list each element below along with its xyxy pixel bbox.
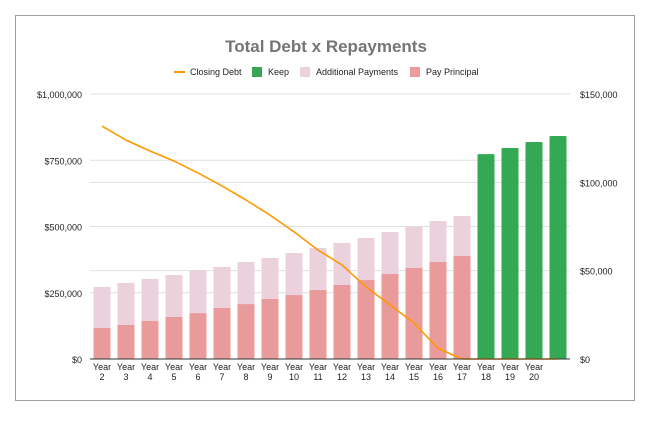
legend-swatch-2	[300, 67, 310, 77]
bar-additional-payments	[261, 257, 279, 299]
x-tick-label: Year 14	[381, 362, 399, 382]
bar-keep	[501, 148, 519, 359]
legend-label: Additional Payments	[316, 67, 399, 77]
legend-swatch-1	[252, 67, 262, 77]
bar-additional-payments	[93, 287, 111, 328]
bar-additional-payments	[165, 275, 183, 317]
bar-pay-principal	[381, 274, 399, 359]
x-tick-label: Year 12	[333, 362, 351, 382]
x-tick-label: Year 11	[309, 362, 327, 382]
bar-additional-payments	[453, 216, 471, 257]
right-tick-label: $50,000	[580, 267, 613, 277]
bar-pay-principal	[453, 256, 471, 359]
x-tick-label: Year 16	[429, 362, 447, 382]
bar-pay-principal	[429, 262, 447, 359]
x-tick-label: Year 7	[213, 362, 231, 382]
bar-additional-payments	[429, 221, 447, 263]
bar-pay-principal	[285, 295, 303, 359]
x-tick-label: Year 18	[477, 362, 495, 382]
chart-card	[15, 15, 635, 401]
x-tick-label: Year 13	[357, 362, 375, 382]
left-tick-label: $0	[72, 355, 82, 365]
bar-additional-payments	[333, 242, 351, 285]
x-tick-label: Year 19	[501, 362, 519, 382]
x-tick-label: Year 9	[261, 362, 279, 382]
left-tick-label: $1,000,000	[37, 90, 82, 100]
x-tick-label: Year 5	[165, 362, 183, 382]
x-tick-label: Year 15	[405, 362, 423, 382]
chart-title: Total Debt x Repayments	[225, 37, 427, 56]
bar-pay-principal	[309, 289, 327, 359]
bar-keep	[525, 142, 543, 359]
bar-additional-payments	[309, 248, 327, 290]
bar-pay-principal	[333, 284, 351, 359]
left-tick-label: $250,000	[44, 289, 82, 299]
bar-pay-principal	[357, 280, 375, 359]
bar-keep	[549, 136, 567, 359]
bar-pay-principal	[213, 307, 231, 359]
bar-pay-principal	[141, 321, 159, 359]
right-tick-label: $150,000	[580, 90, 618, 100]
bar-additional-payments	[213, 266, 231, 308]
bar-additional-payments	[405, 227, 423, 269]
legend-swatch-3	[410, 67, 420, 77]
bar-pay-principal	[405, 268, 423, 359]
left-tick-label: $500,000	[44, 223, 82, 233]
bar-additional-payments	[285, 253, 303, 296]
x-tick-label: Year 17	[453, 362, 471, 382]
x-tick-label: Year 20	[525, 362, 543, 382]
legend-label: Closing Debt	[190, 67, 242, 77]
bar-additional-payments	[237, 262, 255, 305]
bar-additional-payments	[381, 231, 399, 275]
bar-keep	[477, 154, 495, 359]
bar-additional-payments	[117, 283, 135, 325]
bar-pay-principal	[93, 327, 111, 359]
bar-pay-principal	[189, 313, 207, 359]
right-tick-label: $0	[580, 355, 590, 365]
bar-additional-payments	[357, 237, 375, 281]
x-tick-label: Year 10	[285, 362, 303, 382]
x-tick-label: Year 8	[237, 362, 255, 382]
bar-additional-payments	[189, 269, 207, 314]
bar-pay-principal	[237, 304, 255, 359]
bar-additional-payments	[141, 278, 159, 322]
right-tick-label: $100,000	[580, 178, 618, 188]
legend-label: Keep	[268, 67, 289, 77]
legend: Closing Debt Keep Additional Payments Pay P…	[174, 67, 479, 77]
legend-label: Pay Principal	[426, 67, 479, 77]
bar-pay-principal	[165, 316, 183, 359]
x-tick-label: Year 6	[189, 362, 207, 382]
left-tick-label: $750,000	[44, 156, 82, 166]
x-tick-label: Year 3	[117, 362, 135, 382]
x-tick-label: Year 2	[93, 362, 111, 382]
bar-pay-principal	[261, 298, 279, 359]
bar-pay-principal	[117, 324, 135, 359]
x-tick-label: Year 4	[141, 362, 159, 382]
